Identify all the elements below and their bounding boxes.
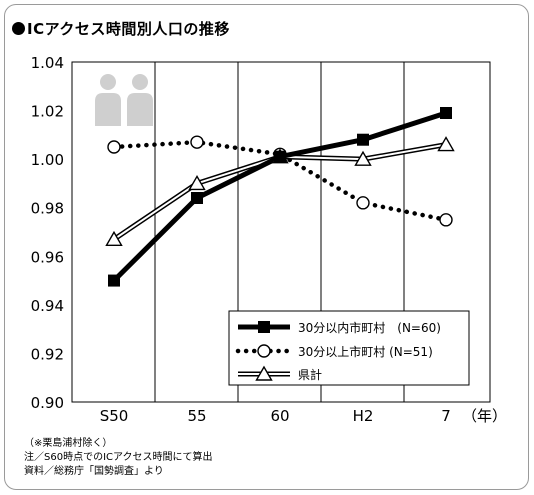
data-point-0-0: [108, 274, 120, 287]
legend-label-0: 30分以内市町村 (N=60): [298, 320, 441, 335]
data-point-1-0: [107, 140, 121, 154]
footnote-2: 注／S60時点でのICアクセス時間にて算出: [24, 452, 213, 463]
y-tick-label: 0.92: [31, 345, 64, 363]
chart-title: ICアクセス時間別人口の推移: [12, 18, 230, 39]
footnote-1: （※栗島浦村除く）: [24, 438, 113, 449]
y-tick-label: 1.00: [31, 151, 64, 169]
person-body-0: [95, 93, 121, 126]
y-tick-label: 0.96: [31, 248, 64, 266]
title-bullet: [12, 22, 25, 35]
y-tick-label: 0.98: [31, 200, 64, 218]
data-point-0-1: [191, 192, 203, 204]
x-tick-label: 60: [270, 407, 289, 425]
y-tick-label: 0.90: [31, 394, 64, 412]
series-line-1: [111, 139, 449, 223]
data-point-1-3: [356, 196, 370, 210]
people-icon: [95, 74, 153, 126]
legend-marker-2: [255, 365, 273, 381]
y-tick-label: 0.94: [31, 297, 64, 315]
legend-label-1: 30分以上市町村 (N=51): [298, 344, 433, 359]
x-tick-label: H2: [353, 407, 374, 425]
legend-marker-0: [258, 321, 270, 333]
y-tick-label: 1.04: [31, 54, 64, 72]
data-point-0-2: [274, 150, 286, 163]
data-point-1-4: [439, 213, 453, 227]
x-tick-label: 7: [441, 407, 451, 425]
data-point-2-4: [437, 136, 455, 152]
y-tick-label: 1.02: [31, 103, 64, 121]
x-tick-label: 55: [187, 407, 206, 425]
footnote-3: 資料／総務庁「国勢調査」より: [24, 466, 164, 477]
data-point-2-0: [105, 230, 123, 246]
person-head-1: [132, 74, 148, 90]
data-point-0-3: [357, 133, 369, 146]
data-point-2-3: [354, 150, 372, 166]
chart-title-text: ICアクセス時間別人口の推移: [27, 20, 230, 38]
data-point-0-4: [440, 107, 452, 119]
legend-marker-1: [257, 344, 271, 358]
data-point-2-1: [188, 175, 206, 191]
x-tick-label: S50: [100, 407, 129, 425]
x-axis-unit: （年）: [462, 407, 507, 425]
person-body-1: [127, 93, 153, 126]
person-head-0: [100, 74, 116, 90]
data-point-1-1: [190, 135, 204, 149]
legend-label-2: 県計: [298, 367, 322, 382]
